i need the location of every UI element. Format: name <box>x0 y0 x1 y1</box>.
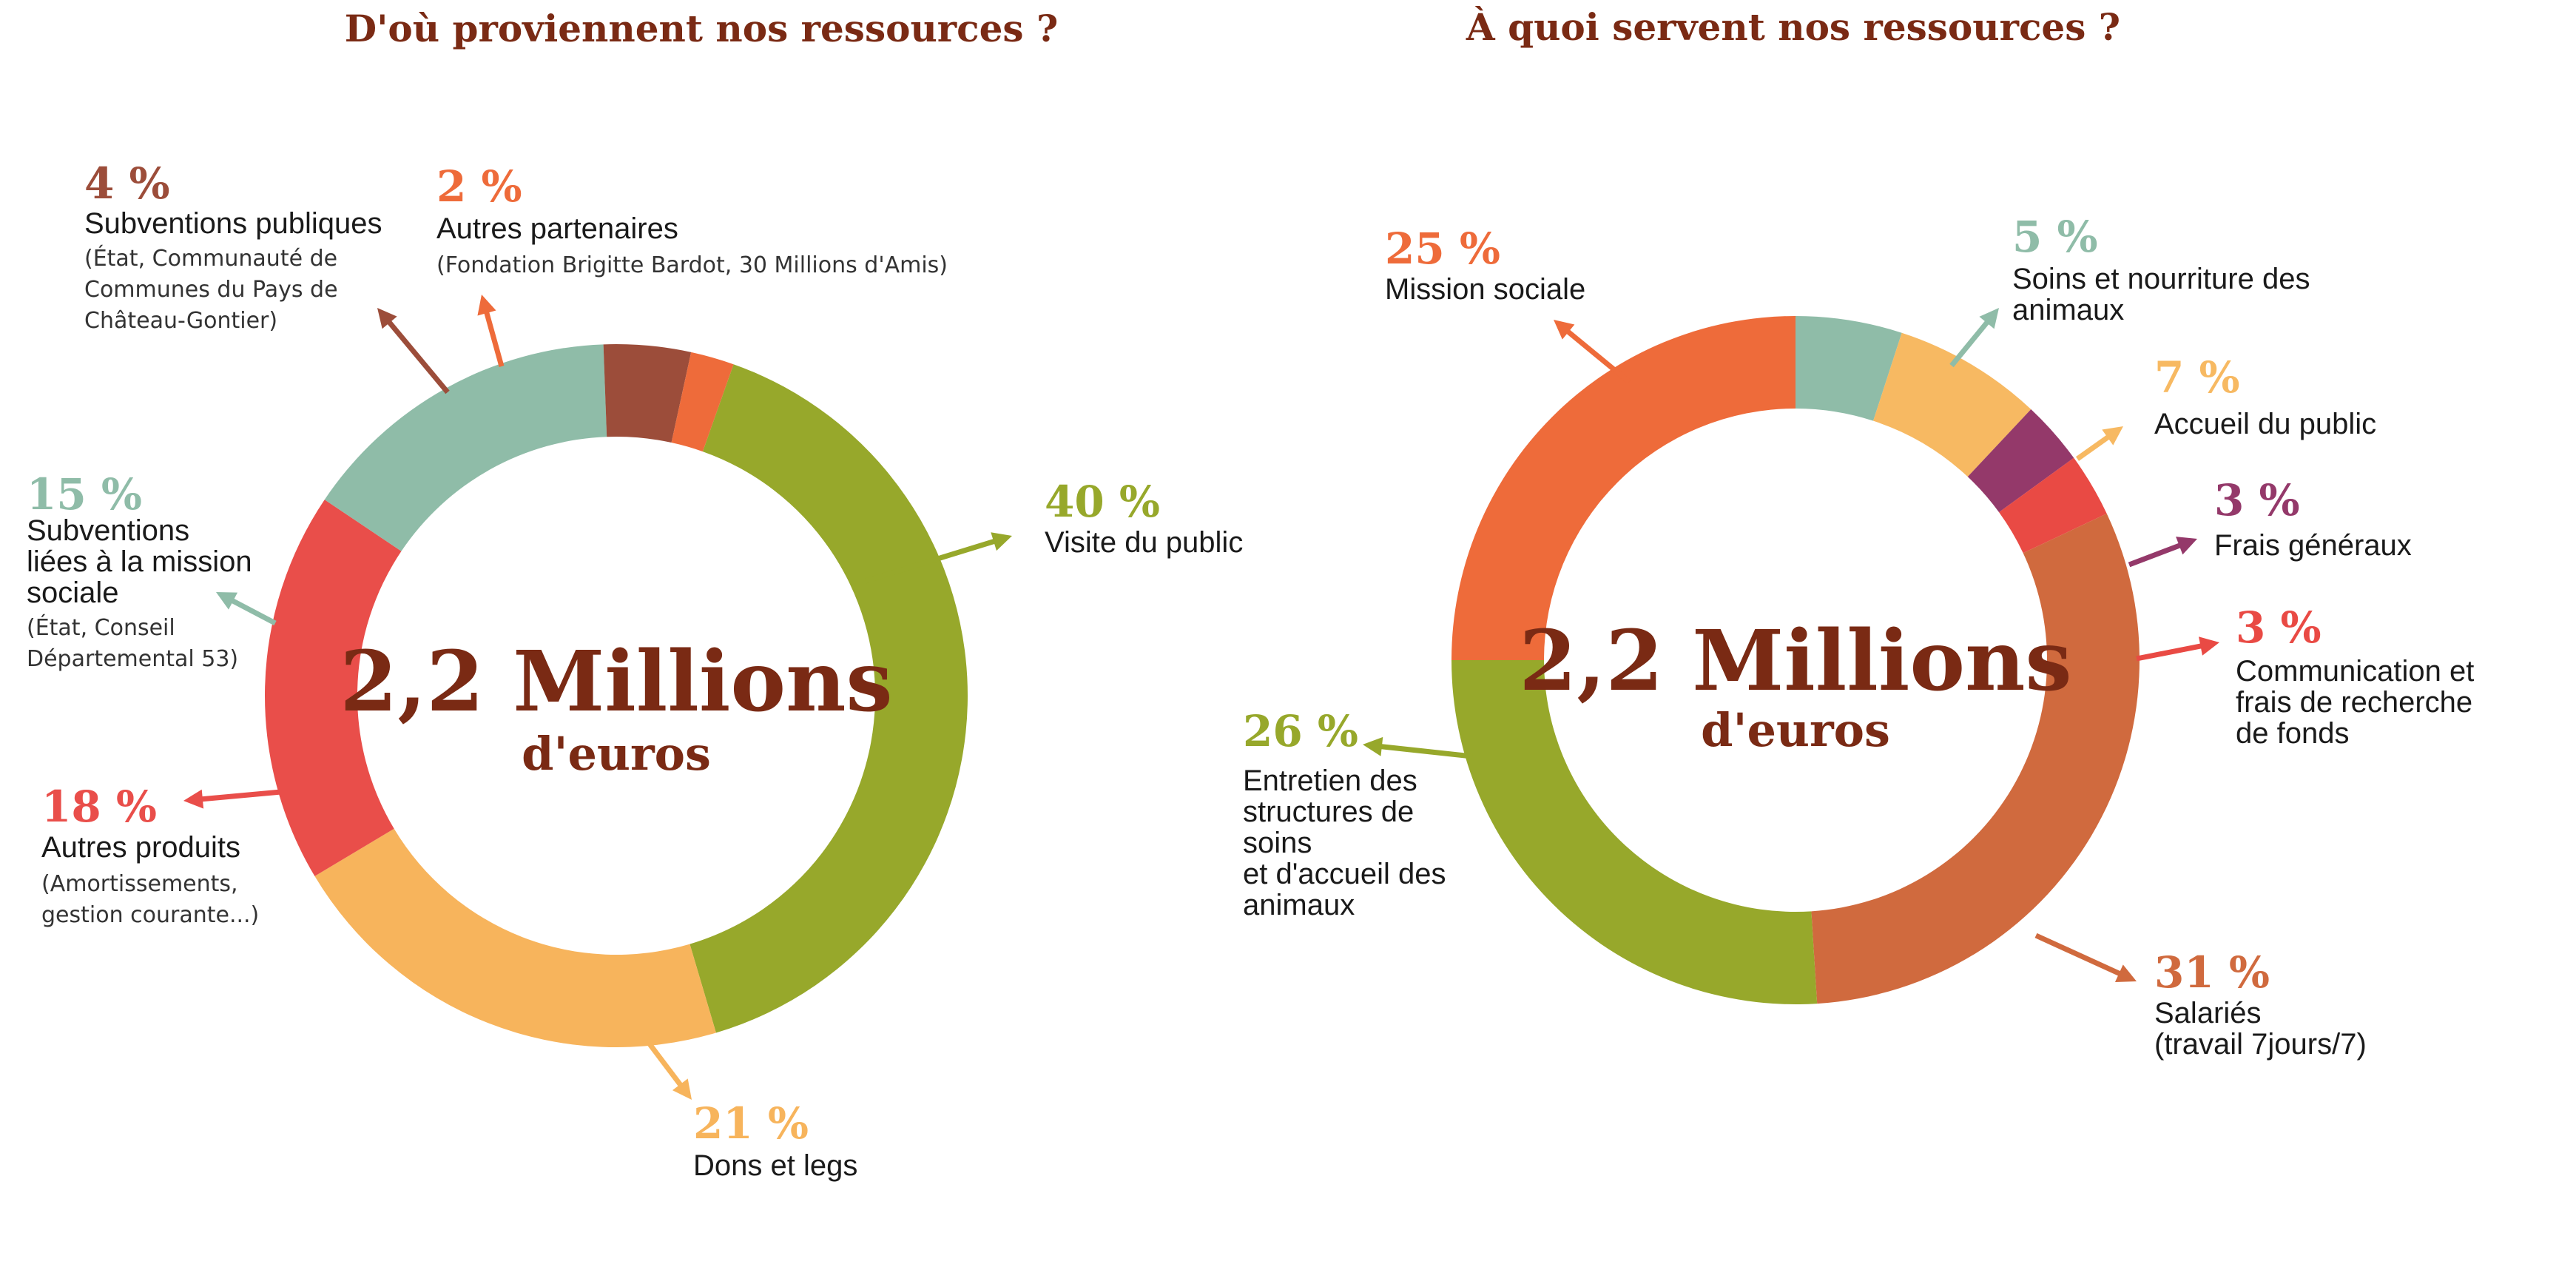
donut-slice <box>603 344 692 443</box>
leader-arrowhead <box>216 592 238 610</box>
donut-slice <box>1873 332 2032 477</box>
left-chart-title: D'où proviennent nos ressources ? <box>345 7 1059 50</box>
slice-label: Frais généraux <box>2214 529 2412 562</box>
leader-arrowhead <box>183 789 204 809</box>
donut-slice <box>265 500 402 876</box>
slice-label: Communication et frais de recherche de fon… <box>2236 655 2474 750</box>
donut-slice <box>1451 660 1818 1004</box>
leader-line <box>1560 324 1631 384</box>
leader-arrowhead <box>672 1078 692 1100</box>
leader-line <box>382 314 450 394</box>
slice-label: Accueil du public <box>2154 408 2376 440</box>
leader-arrowhead <box>2176 537 2197 555</box>
leader-arrowhead <box>1363 736 1383 756</box>
leader-line <box>223 594 277 626</box>
slice-percent: 5 % <box>2012 212 2098 262</box>
slice-sublabel: (État, Communauté de Communes du Pays de C… <box>84 245 338 334</box>
donut-slice <box>671 352 734 452</box>
slice-sublabel: (État, Conseil Départemental 53) <box>27 614 238 672</box>
donut-slice <box>689 364 968 1033</box>
leader-arrowhead <box>377 308 397 329</box>
leader-line <box>482 303 505 367</box>
left-center-unit: d'euros <box>522 727 711 781</box>
slice-percent: 3 % <box>2236 602 2322 653</box>
right-center-value: 2,2 Millions <box>1519 613 2071 710</box>
leader-line <box>193 789 282 803</box>
slice-label: Salariés (travail 7jours/7) <box>2154 997 2367 1061</box>
donut-slice <box>1967 409 2074 513</box>
left-donut <box>265 344 968 1047</box>
slice-labels: 40 %Visite du public 21 %Dons et legs 18 %… <box>27 158 2474 1182</box>
leader-line <box>2034 933 2128 980</box>
slice-label: Dons et legs <box>693 1149 857 1182</box>
slice-percent: 21 % <box>693 1098 809 1149</box>
donut-slice <box>1451 316 1796 660</box>
leader-arrowhead <box>1979 308 1999 329</box>
leader-line <box>2128 540 2189 568</box>
slice-percent: 15 % <box>27 469 142 520</box>
leader-arrowhead <box>477 295 496 316</box>
donut-slice <box>314 828 716 1047</box>
donut-slice <box>1999 457 2107 554</box>
slice-percent: 40 % <box>1045 477 1160 527</box>
slice-percent: 3 % <box>2214 475 2300 525</box>
slice-label: Subventions liées à la mission sociale <box>27 514 252 609</box>
leader-arrowhead <box>2198 636 2219 656</box>
slice-percent: 18 % <box>41 782 157 832</box>
slice-percent: 26 % <box>1243 706 1358 756</box>
donut-slice <box>324 344 607 551</box>
slice-label: Entretien des structures de soins et d'accu… <box>1243 765 1446 921</box>
slice-label: Visite du public <box>1045 526 1243 559</box>
slice-percent: 25 % <box>1385 224 1500 274</box>
leader-line <box>1949 314 1995 368</box>
slice-label: Subventions publiques <box>84 207 382 240</box>
leader-line <box>1372 743 1473 759</box>
right-chart-title: À quoi servent nos ressources ? <box>1466 5 2120 49</box>
donut-slice <box>1796 316 1902 421</box>
slice-label: Soins et nourriture des animaux <box>2012 263 2310 326</box>
right-center-unit: d'euros <box>1701 703 1890 757</box>
leader-arrowhead <box>991 532 1012 551</box>
slice-label: Autres produits <box>41 831 240 864</box>
leader-line <box>641 1034 688 1093</box>
leader-arrowhead <box>2102 426 2123 446</box>
slice-percent: 7 % <box>2154 352 2240 403</box>
slice-sublabel: (Amortissements, gestion courante...) <box>41 871 259 928</box>
slice-percent: 2 % <box>436 161 522 212</box>
slice-label: Autres partenaires <box>436 212 678 245</box>
leader-arrowhead <box>1554 320 1575 340</box>
slice-sublabel: (Fondation Brigitte Bardot, 30 Millions … <box>436 252 948 278</box>
right-donut <box>1451 316 2140 1004</box>
leader-arrowhead <box>2114 964 2137 983</box>
slice-percent: 31 % <box>2154 947 2270 998</box>
leader-line <box>864 536 1003 584</box>
leader-line <box>2136 642 2210 662</box>
slice-label: Mission sociale <box>1385 273 1585 306</box>
left-center-value: 2,2 Millions <box>340 634 892 730</box>
slice-percent: 4 % <box>84 158 170 209</box>
donut-slice <box>1811 514 2140 1004</box>
